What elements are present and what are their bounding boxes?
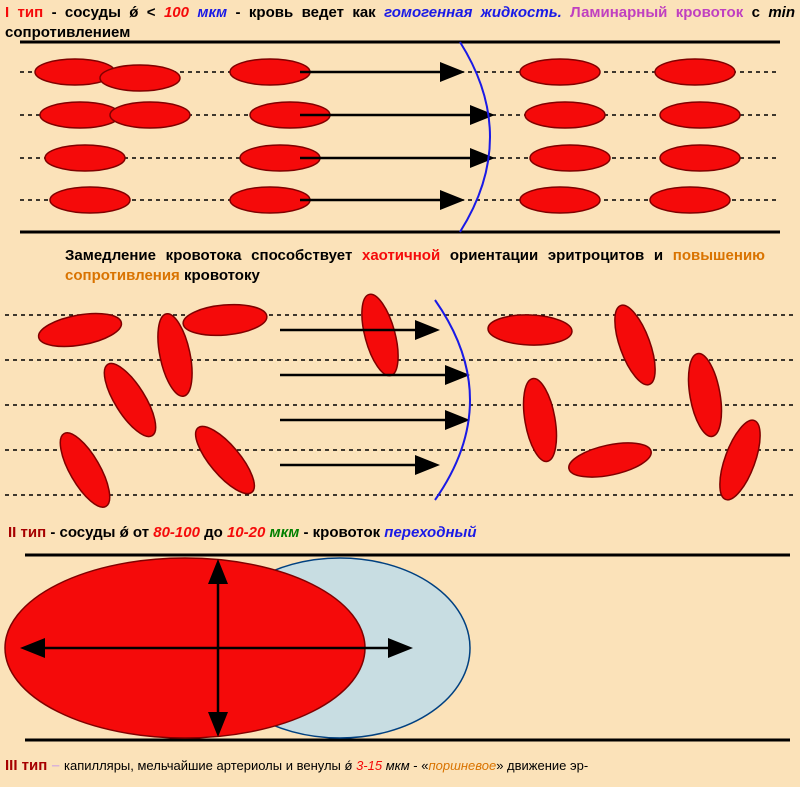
caption-slowing: Замедление кровотока способствует хаотич… [65,246,765,285]
caption-type-3: III тип – капилляры, мельчайшие артериол… [5,756,795,776]
caption-type-2: II тип - сосуды ǿ от 80-100 до 10-20 мкм… [8,523,788,543]
caption-type-1: I тип - сосуды ǿ < 100 мкм - кровь ведет… [5,3,795,42]
diagram-svg [0,0,800,787]
diagram-root: I тип - сосуды ǿ < 100 мкм - кровь ведет… [0,0,800,787]
